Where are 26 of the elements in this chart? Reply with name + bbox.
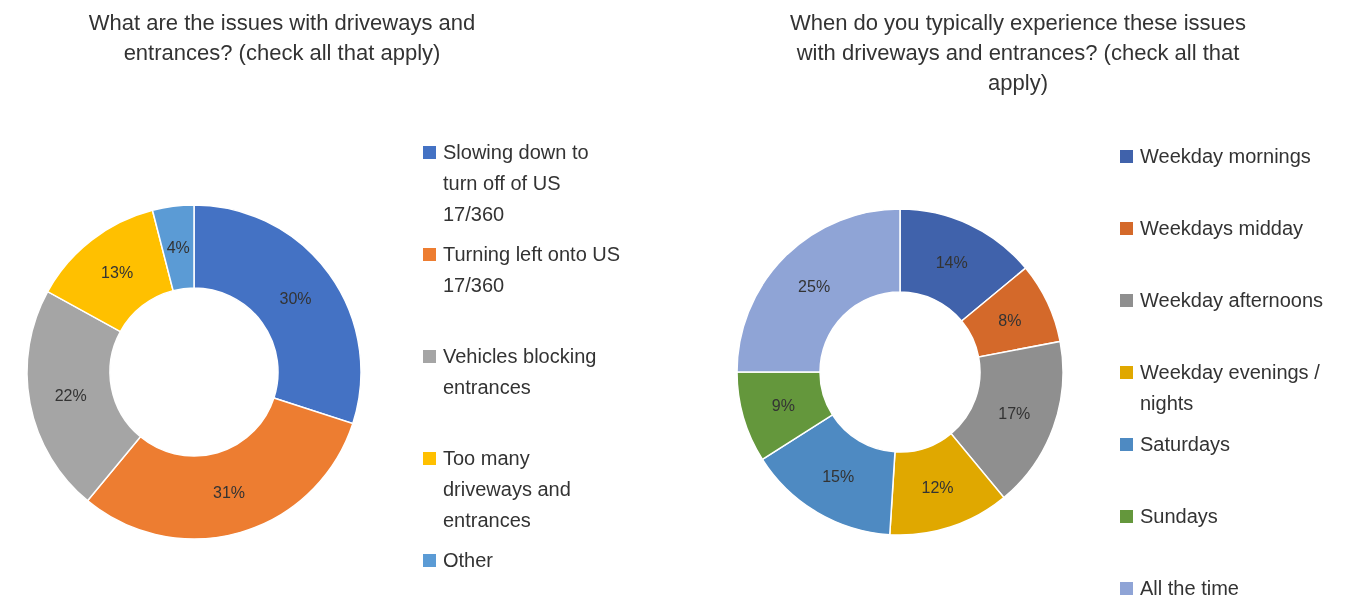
data-label: 25% xyxy=(798,277,831,295)
data-label: 13% xyxy=(101,264,134,282)
legend-label: Weekdays midday xyxy=(1140,217,1304,239)
data-label: 4% xyxy=(166,239,190,257)
legend-label: Saturdays xyxy=(1140,433,1231,455)
data-label: 14% xyxy=(935,253,968,271)
chart-title: What are the issues with driveways and entrances? (check all that apply) xyxy=(88,10,476,65)
legend-label: Vehicles blocking entrances xyxy=(443,345,597,398)
legend-label: Weekday afternoons xyxy=(1140,289,1324,311)
legend-label: Slowing down to turn off of US 17/360 xyxy=(443,141,589,225)
data-label: 30% xyxy=(279,289,312,307)
data-label: 8% xyxy=(998,311,1022,329)
legend-label: Too many driveways and entrances xyxy=(443,447,571,531)
data-label: 31% xyxy=(213,484,246,502)
legend-label: Sundays xyxy=(1140,505,1218,527)
legend-label: Turning left onto US 17/360 xyxy=(443,243,621,296)
data-label: 22% xyxy=(54,387,87,405)
data-label: 9% xyxy=(771,397,795,415)
legend-label: Other xyxy=(443,549,494,571)
data-label: 17% xyxy=(998,404,1031,422)
data-label: 12% xyxy=(921,479,954,497)
legend-label: All the time xyxy=(1140,577,1239,599)
legend-label: Weekday evenings / nights xyxy=(1140,361,1321,414)
chart-title: When do you typically experience these issues with driveways and entrances? (check all that apply) xyxy=(789,10,1247,95)
legend-label: Weekday mornings xyxy=(1140,145,1311,167)
data-label: 15% xyxy=(822,468,855,486)
